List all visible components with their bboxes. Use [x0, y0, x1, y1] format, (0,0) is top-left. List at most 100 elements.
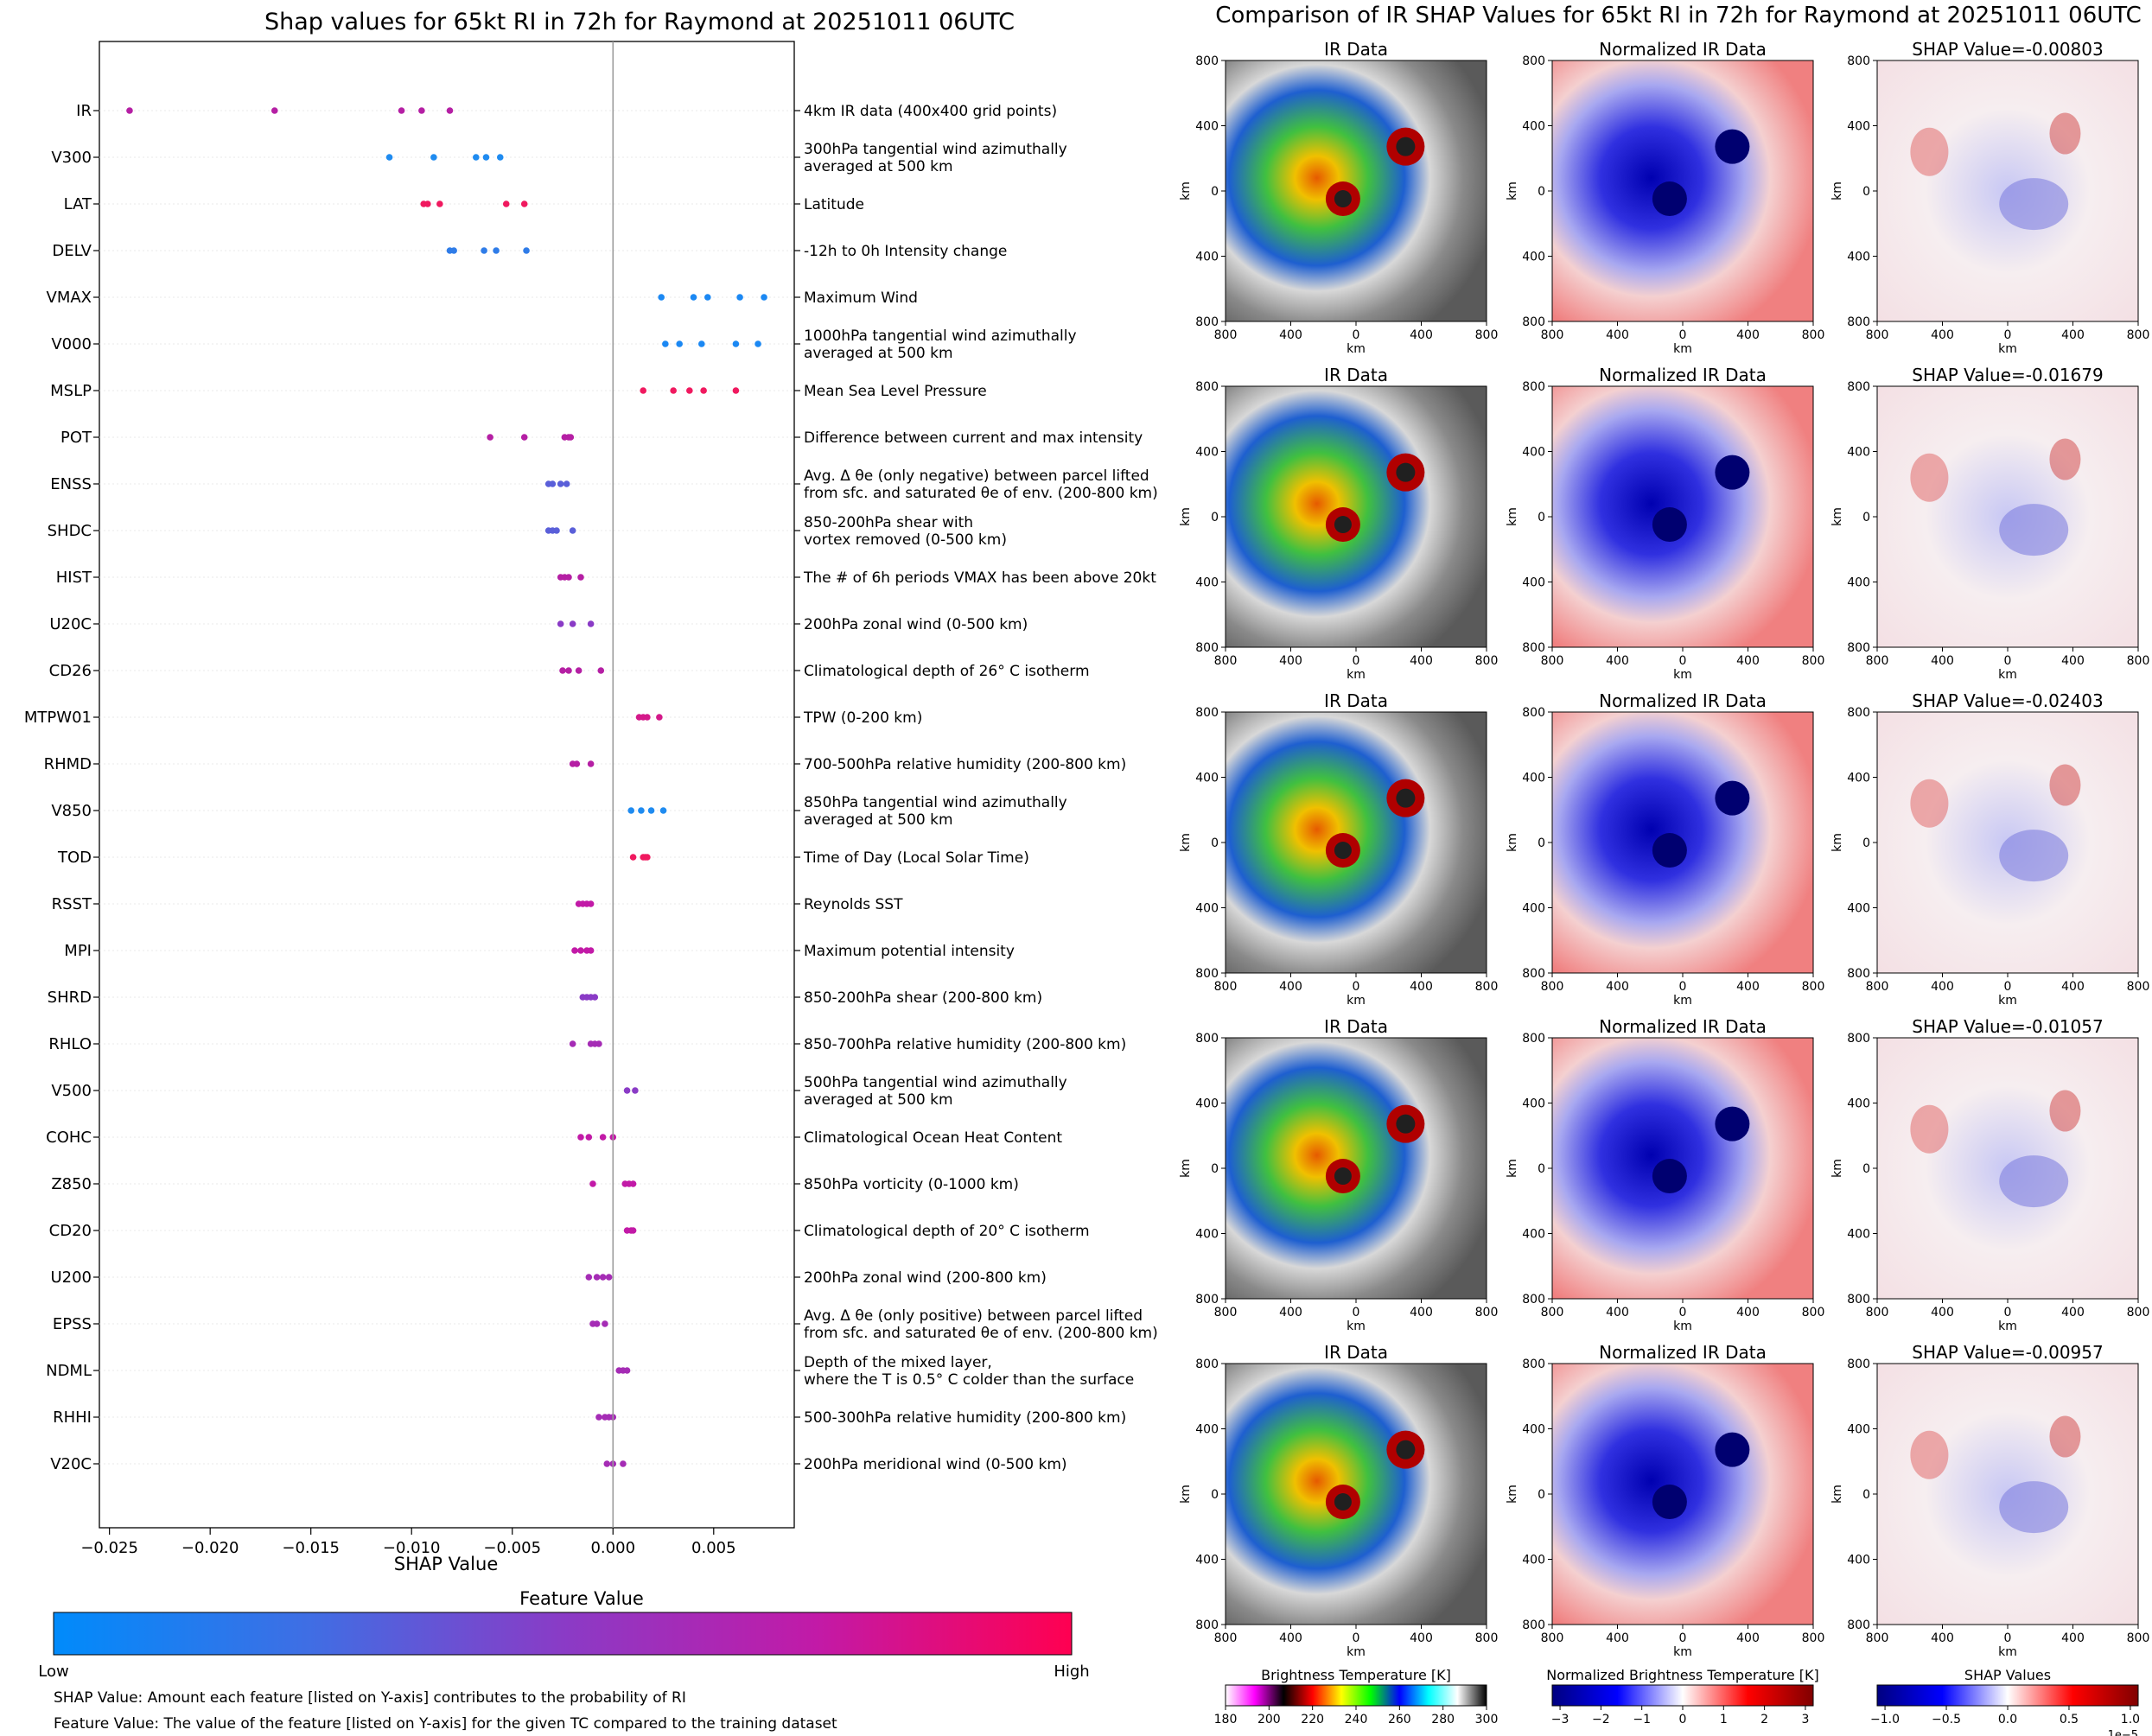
feature-description-label: 200hPa meridional wind (0-500 km) — [804, 1456, 1067, 1473]
panel-x-tick-label: 800 — [1541, 980, 1564, 994]
x-tick-label: −0.005 — [483, 1539, 541, 1557]
shap-point — [557, 480, 564, 487]
panel-y-tick-label: 800 — [1522, 967, 1545, 981]
feature-description-label: 700-500hPa relative humidity (200-800 km… — [804, 756, 1126, 773]
shap-point — [385, 154, 393, 161]
shap-point — [496, 154, 504, 161]
panel-y-tick-label: 400 — [1847, 902, 1870, 916]
shap-point — [520, 434, 528, 441]
shap-point — [593, 1274, 601, 1281]
feature-description-label: 850hPa tangential wind azimuthally — [804, 794, 1067, 811]
feature-name-label: VMAX — [47, 289, 92, 307]
shap-point — [430, 154, 437, 161]
panel-x-axis-label: km — [1673, 342, 1692, 356]
panel-y-tick-label: 800 — [1522, 1358, 1545, 1371]
panel-x-tick-label: 400 — [2061, 980, 2085, 994]
panel-x-tick-label: 0 — [2004, 654, 2012, 668]
x-axis: −0.025 −0.020 −0.015 −0.010 −0.005 0.000 0.005 — [80, 41, 736, 1557]
feature-rows: IR 4km IR data (400x400 grid points) V300 3… — [24, 102, 1158, 1473]
colorbar-tick-label: −1.0 — [1870, 1713, 1900, 1726]
panel-x-tick-label: 800 — [1541, 1631, 1564, 1645]
panel-x-tick-label: 400 — [1931, 328, 1954, 342]
shap-point — [640, 387, 647, 394]
shap-point — [587, 760, 595, 767]
shap-point — [472, 154, 480, 161]
colorbar-tick-label: 180 — [1214, 1713, 1238, 1726]
shap-point — [446, 107, 454, 114]
shap-point — [418, 107, 425, 114]
colorbar-tick-label: −2 — [1592, 1713, 1610, 1726]
right-title: Comparison of IR SHAP Values for 65kt RI… — [1215, 3, 2142, 29]
feature-name-label: RHHI — [53, 1409, 92, 1427]
colorbar-low-label: Low — [38, 1663, 68, 1681]
feature-description-label: Maximum Wind — [804, 289, 918, 307]
panel-x-axis-label: km — [1998, 342, 2017, 356]
feature-name-label: U200 — [50, 1269, 92, 1287]
feature-row-v300: V300 300hPa tangential wind azimuthallyav… — [51, 141, 1066, 175]
panel-x-tick-label: 800 — [1866, 1631, 1889, 1645]
storm-core — [1652, 507, 1687, 543]
shap-point — [567, 434, 575, 441]
shap-point — [595, 1040, 602, 1047]
colorbar-gradient — [53, 1612, 1073, 1656]
panel-y-tick-label: 800 — [1522, 1032, 1545, 1046]
panel-x-axis-label: km — [1673, 1319, 1692, 1333]
feature-description-label: from sfc. and saturated θe of env. (200-… — [804, 485, 1158, 502]
panel-x-tick-label: 400 — [1279, 980, 1302, 994]
shap-point — [690, 294, 697, 301]
shap-point — [523, 247, 530, 254]
feature-row-hist: HIST The # of 6h periods VMAX has been ab… — [56, 569, 1156, 587]
panel-y-tick-label: 800 — [1522, 315, 1545, 329]
feature-row-cohc: COHC Climatological Ocean Heat Content — [46, 1129, 1062, 1147]
shap-point — [585, 1274, 593, 1281]
shap-point — [761, 294, 767, 301]
feature-description-label: Reynolds SST — [804, 896, 903, 913]
panel-title: IR Data — [1324, 1016, 1388, 1037]
panel-x-tick-label: 800 — [1802, 328, 1825, 342]
panel-y-axis-label: km — [1506, 181, 1519, 200]
panel-y-tick-label: 0 — [1538, 185, 1545, 199]
panel-y-tick-label: 400 — [1522, 1423, 1545, 1437]
panel-y-tick-label: 400 — [1522, 446, 1545, 460]
panel-y-tick-label: 400 — [1847, 1554, 1870, 1567]
panel-x-tick-label: 400 — [1279, 328, 1302, 342]
panel-x-tick-label: 400 — [1931, 654, 1954, 668]
feature-row-ir: IR 4km IR data (400x400 grid points) — [76, 102, 1057, 120]
feature-row-v20c: V20C 200hPa meridional wind (0-500 km) — [50, 1455, 1066, 1473]
shap-point — [603, 1460, 611, 1467]
panel-x-tick-label: 400 — [1736, 980, 1760, 994]
shap-point — [704, 294, 711, 301]
panel-title: SHAP Value=-0.02403 — [1912, 690, 2103, 711]
panel-title: Normalized IR Data — [1599, 690, 1767, 711]
feature-name-label: MTPW01 — [24, 709, 92, 727]
panel-y-tick-label: 800 — [1522, 706, 1545, 720]
shap-point — [271, 107, 278, 114]
panel-y-tick-label: 800 — [1847, 967, 1870, 981]
panel-y-tick-label: 400 — [1847, 1228, 1870, 1242]
shap-point — [595, 1414, 602, 1421]
panel-y-tick-label: 400 — [1847, 772, 1870, 785]
panel-x-tick-label: 400 — [1410, 1631, 1433, 1645]
feature-row-rsst: RSST Reynolds SST — [52, 895, 903, 913]
panel-x-tick-label: 400 — [2061, 654, 2085, 668]
shap-point — [732, 387, 740, 394]
colorbar-gradient — [1225, 1684, 1487, 1707]
panel-x-tick-label: 800 — [1802, 654, 1825, 668]
panel-y-tick-label: 400 — [1522, 1228, 1545, 1242]
shap-blob — [2049, 764, 2081, 806]
shap-blob — [1910, 1104, 1949, 1154]
panel-y-tick-label: 400 — [1847, 1423, 1870, 1437]
panel-x-tick-label: 0 — [1353, 980, 1360, 994]
feature-name-label: MPI — [64, 942, 92, 960]
shap-blob — [2049, 112, 2081, 155]
panel-x-tick-label: 800 — [1541, 654, 1564, 668]
x-tick-label: −0.025 — [80, 1539, 138, 1557]
panel-y-tick-label: 800 — [1195, 1618, 1219, 1632]
storm-eye — [1334, 516, 1352, 534]
panel-x-tick-label: 800 — [1214, 1306, 1238, 1319]
storm-core — [1715, 455, 1750, 490]
feature-description-label: Depth of the mixed layer, — [804, 1354, 992, 1371]
feature-description-label: 500hPa tangential wind azimuthally — [804, 1074, 1067, 1091]
